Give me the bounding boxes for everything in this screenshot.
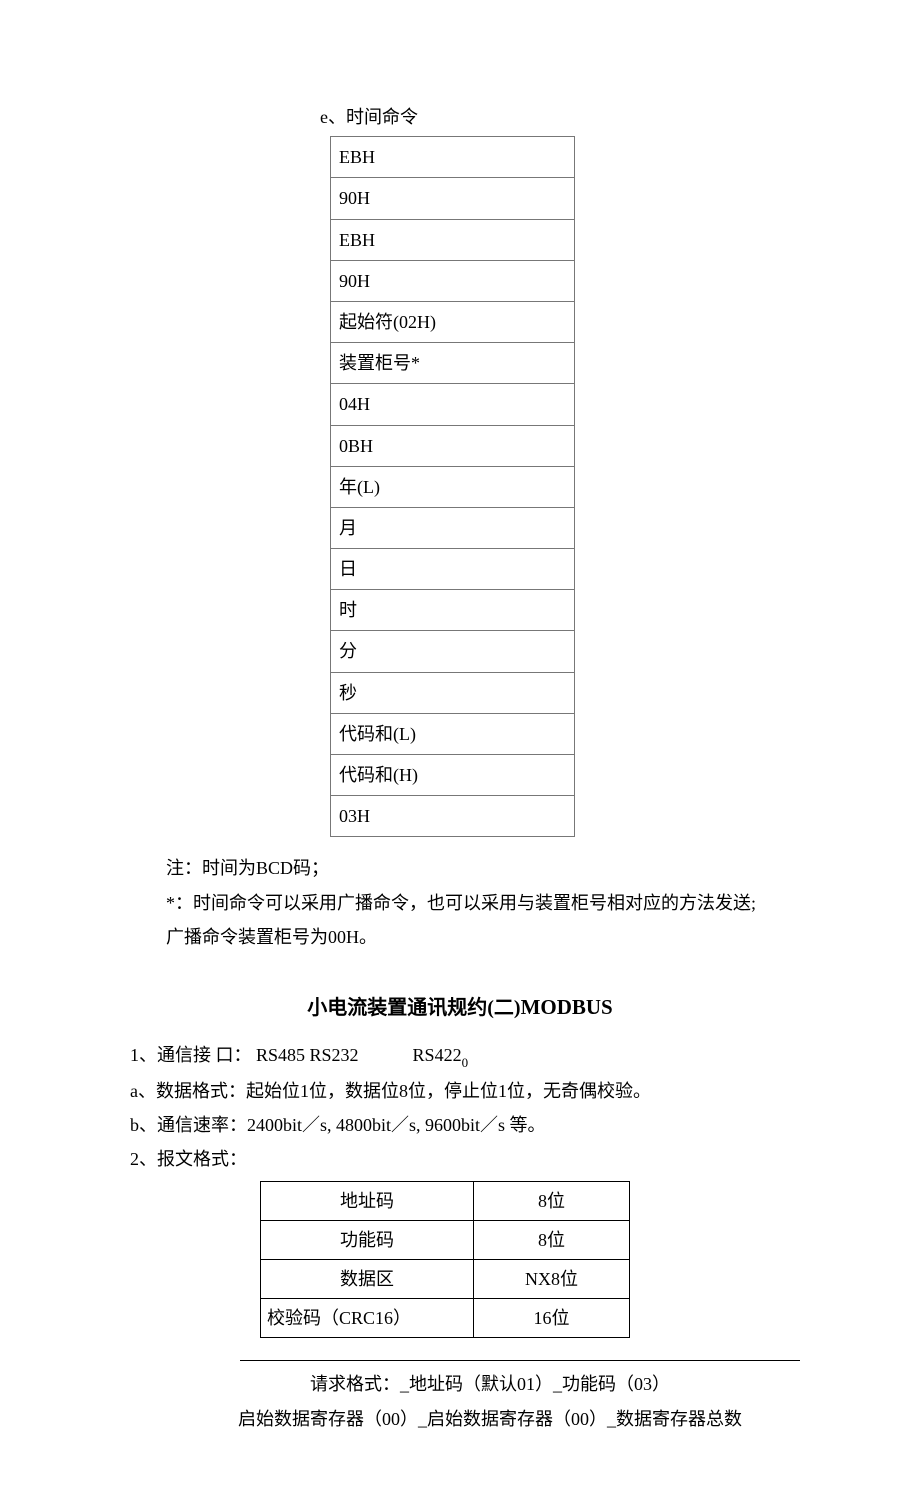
table-cell: 03H [331, 796, 575, 837]
table-row: 功能码8位 [261, 1220, 630, 1259]
table-cell: 代码和(L) [331, 713, 575, 754]
table-row: 秒 [331, 672, 575, 713]
table-row: 90H [331, 178, 575, 219]
request-line-1: 请求格式：_地址码（默认01）_功能码（03） [190, 1367, 790, 1401]
table-row: 校验码（CRC16）16位 [261, 1299, 630, 1338]
table-row: 地址码8位 [261, 1181, 630, 1220]
section-heading: 小电流装置通讯规约(二)MODBUS [130, 988, 790, 1028]
table-row: 代码和(H) [331, 755, 575, 796]
table-row: 0BH [331, 425, 575, 466]
line-a: a、数据格式：起始位1位，数据位8位，停止位1位，无奇偶校验。 [130, 1074, 790, 1108]
table-cell: 8位 [474, 1220, 630, 1259]
table-row: 03H [331, 796, 575, 837]
section-e-label: e、时间命令 [320, 100, 790, 134]
table-cell: EBH [331, 137, 575, 178]
time-command-table: EBH90HEBH90H起始符(02H)装置柜号*04H0BH年(L)月日时分秒… [330, 136, 575, 837]
table-row: 分 [331, 631, 575, 672]
table-cell: NX8位 [474, 1260, 630, 1299]
divider-line [240, 1360, 800, 1361]
line-2: 2、报文格式： [130, 1142, 790, 1176]
table-cell: 起始符(02H) [331, 301, 575, 342]
table-row: 日 [331, 549, 575, 590]
table-cell: 04H [331, 384, 575, 425]
line-1c: RS422 [413, 1045, 462, 1065]
table-cell: 16位 [474, 1299, 630, 1338]
page: e、时间命令 EBH90HEBH90H起始符(02H)装置柜号*04H0BH年(… [0, 0, 920, 1496]
table-cell: 秒 [331, 672, 575, 713]
table-row: 代码和(L) [331, 713, 575, 754]
table-cell: 0BH [331, 425, 575, 466]
table-cell: 时 [331, 590, 575, 631]
heading-latin: MODBUS [521, 995, 613, 1019]
table-cell: 功能码 [261, 1220, 474, 1259]
table-cell: 数据区 [261, 1260, 474, 1299]
table-row: 装置柜号* [331, 343, 575, 384]
note-1: 注：时间为BCD码； [130, 851, 790, 885]
note-3: 广播命令装置柜号为00H。 [130, 920, 790, 954]
table-cell: 日 [331, 549, 575, 590]
table-cell: 地址码 [261, 1181, 474, 1220]
table-cell: 代码和(H) [331, 755, 575, 796]
line-1-gap [359, 1045, 413, 1065]
line-1a: 1、通信接 口： RS485 RS232 [130, 1045, 359, 1065]
table-cell: 90H [331, 178, 575, 219]
table-row: 年(L) [331, 466, 575, 507]
note-2: *：时间命令可以采用广播命令，也可以采用与装置柜号相对应的方法发送; [130, 886, 790, 920]
table-cell: 90H [331, 260, 575, 301]
line-1: 1、通信接 口： RS485 RS232 RS4220 [130, 1038, 790, 1074]
table-cell: 装置柜号* [331, 343, 575, 384]
table-cell: 8位 [474, 1181, 630, 1220]
notes-block: 注：时间为BCD码； *：时间命令可以采用广播命令，也可以采用与装置柜号相对应的… [130, 851, 790, 954]
line-b: b、通信速率：2400bit／s, 4800bit／s, 9600bit／s 等… [130, 1108, 790, 1142]
table-cell: 分 [331, 631, 575, 672]
format-table: 地址码8位功能码8位数据区NX8位校验码（CRC16）16位 [260, 1181, 630, 1339]
table-cell: EBH [331, 219, 575, 260]
table-row: EBH [331, 219, 575, 260]
line-1-sub: 0 [462, 1055, 469, 1070]
table-cell: 月 [331, 507, 575, 548]
table-cell: 校验码（CRC16） [261, 1299, 474, 1338]
table-row: EBH [331, 137, 575, 178]
table-cell: 年(L) [331, 466, 575, 507]
table-row: 90H [331, 260, 575, 301]
table-row: 数据区NX8位 [261, 1260, 630, 1299]
heading-cn: 小电流装置通讯规约(二) [307, 997, 520, 1019]
table-row: 04H [331, 384, 575, 425]
table-row: 时 [331, 590, 575, 631]
table-row: 月 [331, 507, 575, 548]
table-row: 起始符(02H) [331, 301, 575, 342]
request-format-block: 请求格式：_地址码（默认01）_功能码（03） 启始数据寄存器（00）_启始数据… [190, 1367, 790, 1435]
request-line-2: 启始数据寄存器（00）_启始数据寄存器（00）_数据寄存器总数 [190, 1402, 790, 1436]
